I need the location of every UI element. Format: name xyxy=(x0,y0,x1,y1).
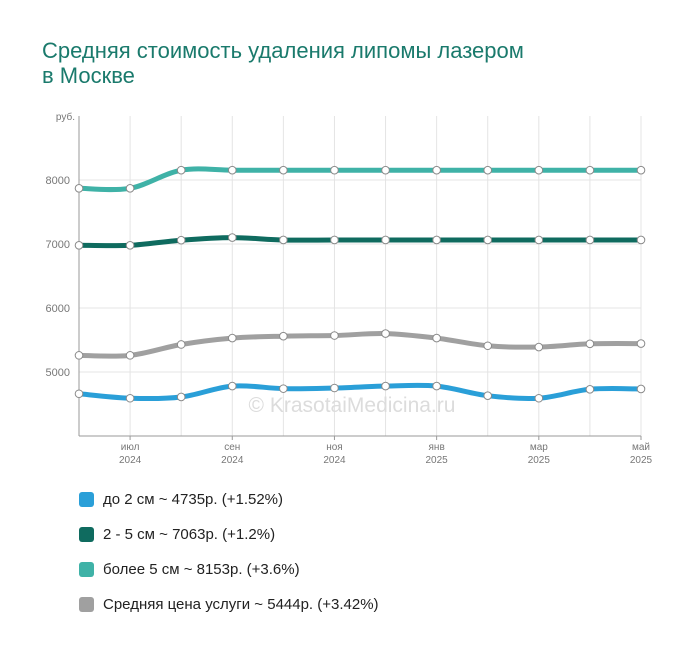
series-line-4 xyxy=(76,331,644,359)
y-tick-label: 6000 xyxy=(46,303,70,315)
data-point xyxy=(74,184,84,193)
data-point xyxy=(432,381,441,391)
data-point xyxy=(483,235,493,245)
data-point xyxy=(176,340,186,349)
data-point xyxy=(125,240,135,250)
legend-label: до 2 см ~ 4735р. (+1.52%) xyxy=(103,491,284,508)
data-point xyxy=(74,389,84,399)
data-point xyxy=(227,233,237,242)
data-point xyxy=(227,381,237,391)
data-point xyxy=(279,331,288,341)
data-point xyxy=(125,184,135,193)
data-point xyxy=(330,235,339,245)
series-line-3 xyxy=(76,166,644,193)
data-point xyxy=(279,384,288,393)
data-point xyxy=(585,165,595,175)
legend-label: Средняя цена услуги ~ 5444р. (+3.42%) xyxy=(103,596,379,613)
data-point xyxy=(534,165,544,175)
legend-swatch xyxy=(79,492,94,507)
data-point xyxy=(636,384,646,394)
chart-legend: до 2 см ~ 4735р. (+1.52%) 2 - 5 см ~ 7063… xyxy=(79,482,379,622)
data-point xyxy=(585,384,595,394)
data-point xyxy=(585,339,595,349)
data-point xyxy=(534,393,544,403)
data-point xyxy=(381,235,390,245)
y-axis-unit: руб. xyxy=(56,111,75,123)
chart-title-line-2: в Москве xyxy=(42,63,135,88)
x-tick-year: 2025 xyxy=(630,455,653,466)
x-tick-year: 2025 xyxy=(528,455,551,466)
data-point xyxy=(176,235,186,245)
data-point xyxy=(227,333,237,343)
data-point xyxy=(534,342,544,352)
data-point xyxy=(636,339,646,348)
legend-swatch xyxy=(79,597,94,612)
data-point xyxy=(483,391,493,400)
data-point xyxy=(176,392,186,402)
data-point xyxy=(227,165,237,175)
legend-item[interactable]: 2 - 5 см ~ 7063р. (+1.2%) xyxy=(79,517,379,552)
x-tick-year: 2024 xyxy=(221,455,244,466)
data-point xyxy=(381,381,390,391)
x-tick-year: 2024 xyxy=(323,455,346,466)
data-point xyxy=(432,333,441,343)
x-tick-year: 2024 xyxy=(119,455,142,466)
data-point xyxy=(381,329,390,338)
x-tick-month: июл xyxy=(121,442,140,453)
x-tick-year: 2025 xyxy=(426,455,449,466)
data-point xyxy=(74,351,84,360)
data-point xyxy=(176,165,186,175)
data-point xyxy=(330,165,339,175)
watermark-text: © KrasotaiMedicina.ru xyxy=(249,394,456,417)
legend-item[interactable]: Средняя цена услуги ~ 5444р. (+3.42%) xyxy=(79,587,379,622)
x-tick-month: ноя xyxy=(326,442,343,453)
data-point xyxy=(432,235,441,245)
y-tick-label: 7000 xyxy=(46,239,70,251)
legend-item[interactable]: до 2 см ~ 4735р. (+1.52%) xyxy=(79,482,379,517)
data-point xyxy=(636,235,646,245)
x-tick-month: май xyxy=(632,442,650,453)
legend-swatch xyxy=(79,562,94,577)
y-tick-label: 8000 xyxy=(46,175,70,187)
data-point xyxy=(330,383,339,393)
data-point xyxy=(636,165,646,175)
chart-title: Средняя стоимость удаления липомы лазеро… xyxy=(42,38,642,88)
data-point xyxy=(432,165,441,175)
x-tick-month: янв xyxy=(429,442,445,453)
data-point xyxy=(381,165,390,175)
y-tick-label: 5000 xyxy=(46,367,70,379)
data-point xyxy=(279,235,288,245)
chart-title-line-1: Средняя стоимость удаления липомы лазеро… xyxy=(42,38,524,63)
data-point xyxy=(74,240,84,250)
legend-label: более 5 см ~ 8153р. (+3.6%) xyxy=(103,561,300,578)
data-point xyxy=(330,331,339,340)
legend-swatch xyxy=(79,527,94,542)
x-tick-month: мар xyxy=(530,442,548,453)
data-point xyxy=(483,341,493,351)
line-chart: руб. 5000 6000 7000 8000 июл 2024 сен 2024 ноя 202… xyxy=(46,111,653,466)
data-point xyxy=(125,351,135,360)
data-point xyxy=(125,393,135,403)
data-point xyxy=(279,165,288,175)
data-point xyxy=(534,235,544,245)
data-point xyxy=(585,235,595,245)
x-tick-month: сен xyxy=(224,442,240,453)
legend-item[interactable]: более 5 см ~ 8153р. (+3.6%) xyxy=(79,552,379,587)
legend-label: 2 - 5 см ~ 7063р. (+1.2%) xyxy=(103,526,276,543)
data-point xyxy=(483,165,493,175)
